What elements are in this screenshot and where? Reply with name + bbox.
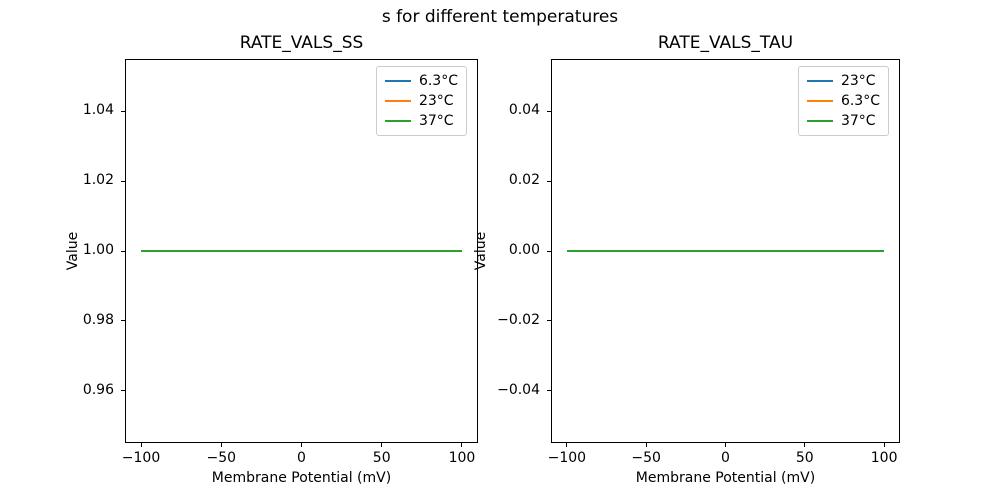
- legend-entry: 6.3°C: [384, 71, 458, 91]
- legend-entry: 37°C: [384, 111, 458, 131]
- legend: 23°C 6.3°C 37°C: [797, 66, 889, 136]
- x-tick-label: 100: [448, 450, 476, 466]
- y-tick-label: 0.02: [508, 172, 540, 189]
- x-tick-mark: [566, 443, 568, 447]
- legend-line-swatch: [384, 120, 411, 122]
- y-tick-label: −0.02: [497, 311, 540, 328]
- legend: 6.3°C 23°C 37°C: [375, 66, 467, 136]
- y-tick-mark: [547, 390, 551, 392]
- x-tick-label: −50: [631, 450, 661, 466]
- x-tick-mark: [645, 443, 647, 447]
- legend-entry: 23°C: [384, 91, 458, 111]
- x-tick-label: −100: [121, 450, 161, 466]
- y-tick-mark: [547, 110, 551, 112]
- series-line-37c: [141, 250, 462, 252]
- y-tick-label: 0.98: [82, 311, 114, 328]
- subplot-title-rate-vals-ss: RATE_VALS_SS: [239, 33, 364, 53]
- x-tick-mark: [883, 443, 885, 447]
- x-tick-label: 0: [297, 450, 306, 466]
- legend-entry: 6.3°C: [806, 91, 880, 111]
- x-tick-label: −50: [206, 450, 237, 466]
- x-axis-label: Membrane Potential (mV): [635, 470, 816, 486]
- legend-line-swatch: [806, 100, 833, 102]
- legend-label: 37°C: [840, 113, 876, 129]
- x-tick-label: 50: [372, 450, 391, 466]
- y-tick-mark: [121, 110, 125, 112]
- y-tick-label: 0.96: [82, 381, 114, 398]
- legend-label: 6.3°C: [418, 73, 458, 89]
- x-tick-mark: [220, 443, 222, 447]
- legend-label: 23°C: [840, 73, 876, 89]
- figure-title: s for different temperatures: [381, 7, 619, 27]
- y-tick-label: 0.00: [508, 242, 540, 258]
- y-tick-label: −0.04: [497, 381, 540, 398]
- y-tick-mark: [121, 180, 125, 182]
- legend-label: 23°C: [418, 93, 454, 109]
- x-tick-mark: [725, 443, 726, 447]
- x-tick-mark: [804, 443, 806, 447]
- y-tick-mark: [547, 320, 551, 322]
- legend-line-swatch: [806, 80, 833, 82]
- y-tick-mark: [121, 390, 125, 392]
- legend-line-swatch: [806, 120, 833, 122]
- legend-label: 6.3°C: [840, 93, 880, 109]
- x-tick-label: 0: [721, 450, 730, 466]
- x-tick-mark: [301, 443, 302, 447]
- x-tick-label: −100: [547, 450, 587, 466]
- y-tick-label: 1.04: [82, 102, 114, 119]
- legend-label: 37°C: [418, 113, 454, 129]
- subplot-title-rate-vals-tau: RATE_VALS_TAU: [657, 33, 794, 53]
- legend-line-swatch: [384, 80, 411, 82]
- x-tick-mark: [381, 443, 383, 447]
- x-axis-label: Membrane Potential (mV): [211, 470, 392, 486]
- series-line-37c: [566, 250, 885, 252]
- x-tick-label: 50: [795, 450, 814, 466]
- y-tick-label: 1.02: [82, 172, 114, 189]
- y-tick-label: 1.00: [82, 242, 114, 258]
- legend-line-swatch: [384, 100, 411, 102]
- legend-entry: 37°C: [806, 111, 880, 131]
- y-tick-label: 0.04: [508, 102, 540, 119]
- legend-entry: 23°C: [806, 71, 880, 91]
- y-tick-mark: [547, 250, 551, 252]
- x-tick-mark: [461, 443, 463, 447]
- y-tick-mark: [121, 250, 125, 252]
- y-tick-mark: [547, 180, 551, 182]
- x-tick-mark: [140, 443, 142, 447]
- x-tick-label: 100: [870, 450, 898, 466]
- y-tick-mark: [121, 320, 125, 322]
